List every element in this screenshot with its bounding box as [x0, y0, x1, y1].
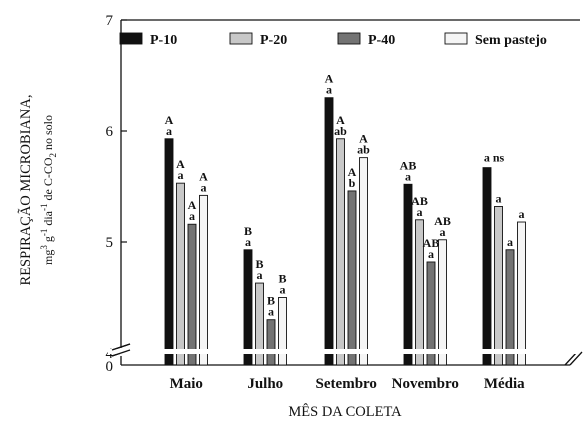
label-text: g [41, 236, 55, 245]
legend-swatch [337, 32, 361, 45]
significance-label: ab [357, 143, 370, 157]
significance-label: B [278, 272, 286, 286]
significance-label: A [359, 132, 368, 146]
label-text: dia [41, 210, 55, 228]
bar-sem-pastejo [199, 194, 208, 366]
y-axis-label-line2: mg3 g-1 dia-1 de C-CO2 no solo [39, 115, 58, 265]
significance-label: A [176, 157, 185, 171]
significance-label: A [188, 198, 197, 212]
significance-label: AB [411, 194, 428, 208]
significance-label: B [267, 294, 275, 308]
bar-p-40 [187, 223, 197, 366]
legend-label: P-40 [368, 33, 395, 48]
y-tick-label: 0 [106, 359, 114, 375]
legend-swatch [229, 32, 253, 45]
significance-label: a [257, 268, 263, 282]
significance-label: ab [334, 124, 347, 138]
significance-label: AB [423, 236, 440, 250]
legend-label: P-10 [150, 33, 177, 48]
y-axis-break-mark [111, 343, 131, 351]
bar-p-10 [324, 97, 334, 366]
significance-label: A [348, 165, 357, 179]
superscript: 3 [39, 245, 49, 250]
bar-p-40 [426, 261, 436, 366]
significance-label: a [326, 83, 332, 97]
significance-label: a [507, 235, 513, 249]
x-axis-break-mark [564, 351, 578, 366]
bar-sem-pastejo [438, 239, 447, 366]
significance-label: a [428, 247, 434, 261]
legend: P-10 P-20 P-40 Sem pastejo [119, 32, 547, 48]
subscript: 2 [48, 153, 58, 158]
significance-label: a [280, 283, 286, 297]
bar-sem-pastejo [517, 221, 526, 366]
bar-p-20 [415, 219, 424, 366]
y-axis-label-line1: RESPIRAÇÃO MICROBIANA, [18, 95, 34, 286]
significance-label: a [201, 180, 207, 194]
bar-p-20 [494, 206, 503, 366]
label-text: de C-CO [41, 157, 55, 203]
label-text: no solo [41, 115, 55, 153]
significance-label: A [165, 113, 174, 127]
y-axis-label: RESPIRAÇÃO MICROBIANA, mg3 g-1 dia-1 de C… [18, 95, 58, 286]
bars [108, 97, 578, 366]
category-label: Julho [247, 376, 283, 392]
significance-label: AB [400, 158, 417, 172]
x-axis-break-mark [569, 351, 583, 366]
category-label: Novembro [392, 376, 459, 392]
y-tick-label: 5 [106, 235, 114, 251]
bar-p-10 [164, 138, 174, 366]
bar-p-20 [336, 138, 345, 366]
y-ticks: 04567 [106, 13, 127, 375]
bar-p-10 [243, 249, 253, 366]
bar-p-20 [176, 182, 185, 366]
superscript: -1 [39, 229, 49, 237]
axis-break-gap [108, 349, 578, 354]
significance-label: b [349, 176, 356, 190]
y-axis-break-mark [111, 349, 131, 357]
legend-label: P-20 [260, 33, 287, 48]
bar-sem-pastejo [278, 297, 287, 366]
significance-label: B [255, 257, 263, 271]
significance-label: B [244, 224, 252, 238]
category-label: Setembro [316, 376, 377, 392]
significance-label: A [199, 169, 208, 183]
significance-label: a [417, 205, 423, 219]
significance-label: a [496, 191, 502, 205]
significance-label: a [405, 169, 411, 183]
significance-label: a [519, 207, 525, 221]
legend-swatch [119, 32, 143, 45]
bar-p-40 [266, 319, 276, 366]
y-tick-label: 7 [106, 13, 114, 29]
label-text: mg [41, 250, 55, 265]
significance-label: a [189, 209, 195, 223]
bar-p-10 [482, 167, 492, 366]
bar-p-20 [255, 282, 264, 366]
bar-p-40 [347, 190, 357, 366]
bar-sem-pastejo [359, 157, 368, 366]
significance-label: AB [434, 214, 451, 228]
category-label: Média [484, 376, 525, 392]
significance-label: a ns [484, 151, 505, 165]
y-tick-label: 6 [106, 124, 114, 140]
significance-label: a [268, 305, 274, 319]
x-axis-label: MÊS DA COLETA [288, 403, 402, 420]
significance-label: a [245, 235, 251, 249]
bar-p-40 [505, 249, 515, 366]
significance-label: a [178, 168, 184, 182]
category-label: Maio [170, 376, 203, 392]
significance-label: a [440, 225, 446, 239]
superscript: -1 [39, 204, 49, 212]
significance-label: A [325, 72, 334, 86]
significance-label: A [336, 113, 345, 127]
legend-label: Sem pastejo [475, 33, 547, 48]
bar-p-10 [403, 183, 413, 366]
significance-label: a [166, 124, 172, 138]
category-labels: Maio Julho Setembro Novembro Média [170, 376, 526, 392]
legend-swatch [444, 32, 468, 45]
